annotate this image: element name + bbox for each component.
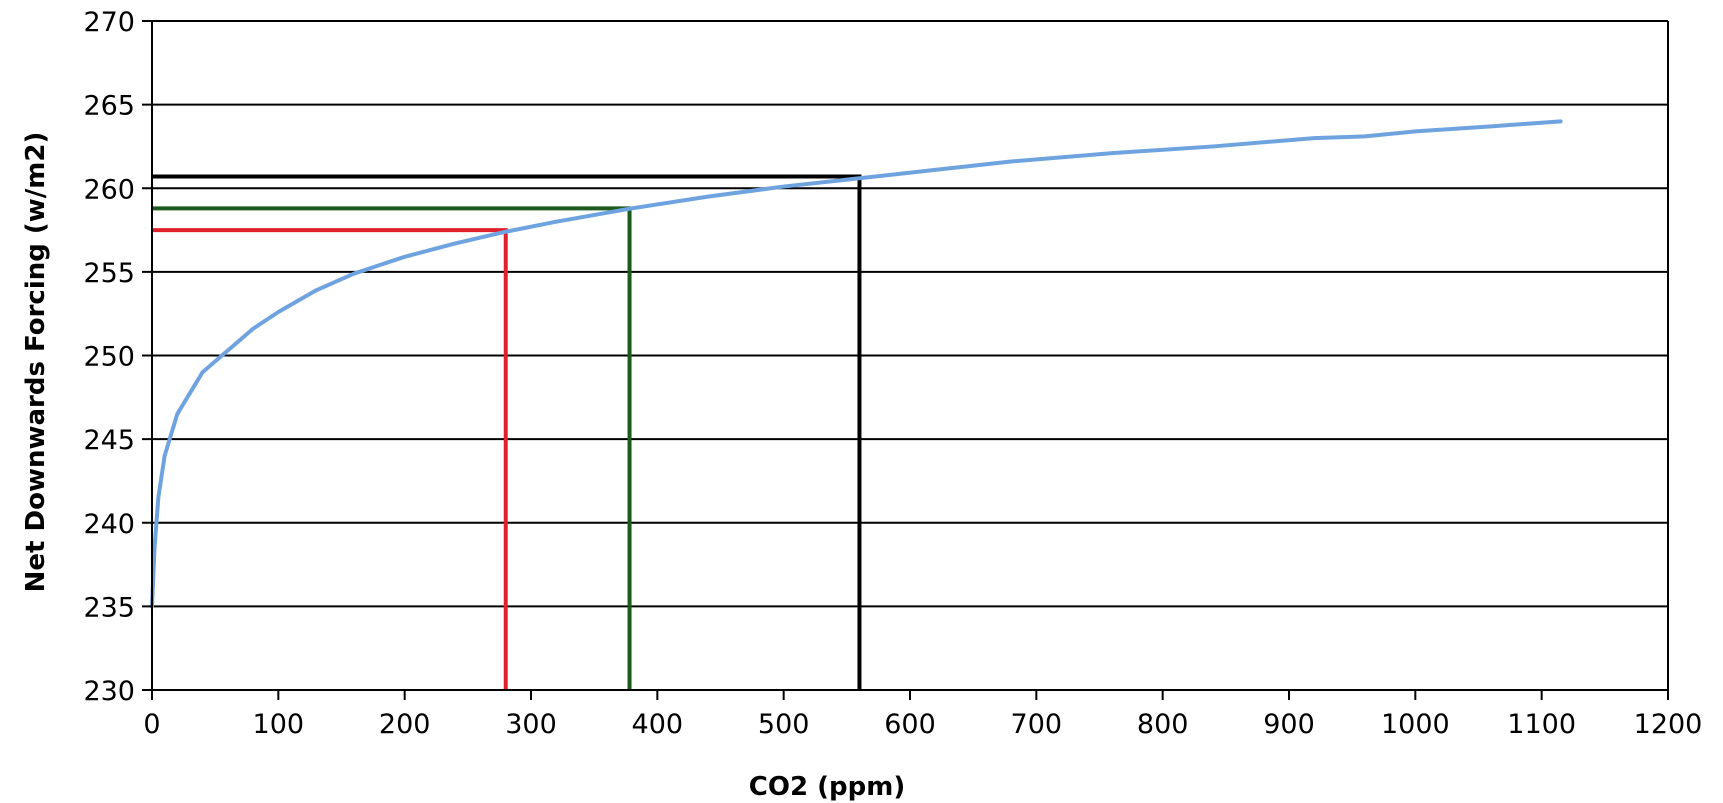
x-tick-label-1200: 1200 bbox=[1634, 709, 1703, 740]
reference-lines bbox=[152, 174, 862, 690]
x-tick-label-1000: 1000 bbox=[1381, 709, 1450, 740]
x-axis-title: CO2 (ppm) bbox=[749, 772, 905, 802]
x-tick-label-0: 0 bbox=[143, 709, 160, 740]
y-tick-label-255: 255 bbox=[83, 258, 135, 289]
y-tick-label-245: 245 bbox=[83, 425, 135, 456]
x-tick-label-800: 800 bbox=[1137, 709, 1189, 740]
reference-line-2 bbox=[152, 206, 632, 690]
x-tick-label-400: 400 bbox=[632, 709, 684, 740]
y-tick-label-230: 230 bbox=[83, 676, 135, 707]
y-axis-title: Net Downwards Forcing (w/m2) bbox=[21, 132, 51, 593]
x-tick-label-300: 300 bbox=[505, 709, 557, 740]
tick-labels: 0 100 200 300 400 500 600 700 800 900 1000 1100 1200… bbox=[83, 7, 1702, 740]
y-tick-label-270: 270 bbox=[83, 7, 135, 38]
series-line-1 bbox=[150, 119, 1563, 609]
x-tick-label-200: 200 bbox=[379, 709, 431, 740]
axes bbox=[142, 20, 1669, 700]
y-tick-label-265: 265 bbox=[83, 91, 135, 122]
series-layer bbox=[150, 119, 1563, 609]
x-tick-label-900: 900 bbox=[1263, 709, 1315, 740]
y-tick-label-240: 240 bbox=[83, 509, 135, 540]
x-tick-label-600: 600 bbox=[884, 709, 936, 740]
y-tick-label-250: 250 bbox=[83, 342, 135, 373]
x-tick-label-100: 100 bbox=[253, 709, 305, 740]
gridlines bbox=[152, 20, 1668, 608]
reference-line-1 bbox=[152, 228, 508, 690]
y-tick-label-235: 235 bbox=[83, 592, 135, 623]
x-tick-label-500: 500 bbox=[758, 709, 810, 740]
x-tick-label-1100: 1100 bbox=[1507, 709, 1576, 740]
x-tick-label-700: 700 bbox=[1011, 709, 1063, 740]
y-tick-label-260: 260 bbox=[83, 174, 135, 205]
